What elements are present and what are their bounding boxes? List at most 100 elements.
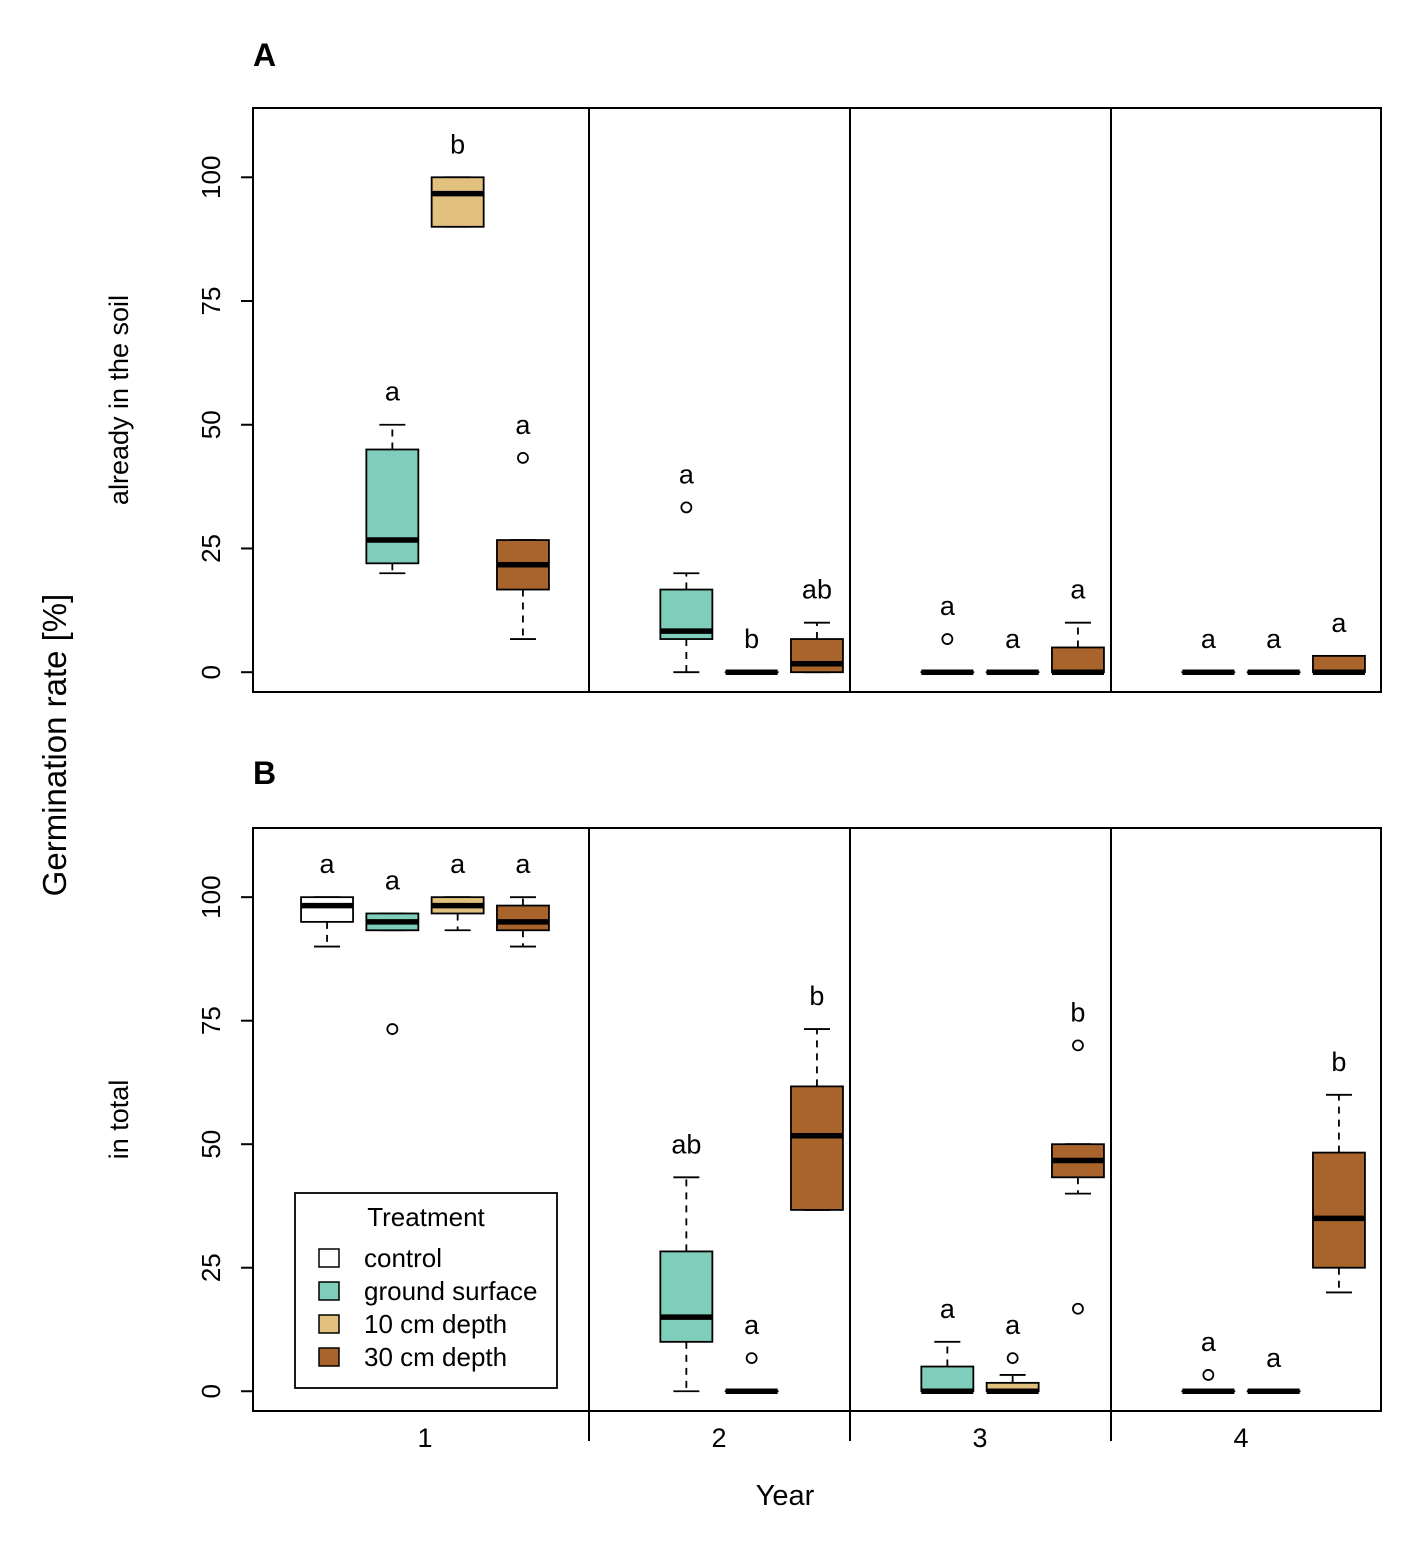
legend-title: Treatment [367, 1202, 485, 1232]
box-10-cm-depth-year-1: a [430, 849, 485, 932]
panel-label: A [253, 37, 276, 73]
significance-letter: a [1070, 575, 1086, 605]
figure-xlabel: Year [756, 1480, 815, 1512]
box-ground-surface-year-4: a [1181, 1327, 1236, 1394]
box-10-cm-depth-year-3: a [985, 1310, 1040, 1394]
x-tick-label: 2 [711, 1423, 726, 1453]
box-10-cm-depth-year-2: b [724, 624, 779, 675]
y-tick-label: 75 [196, 1006, 226, 1035]
significance-letter: a [1005, 624, 1021, 654]
significance-letter: b [1070, 997, 1085, 1027]
box-body [659, 1250, 714, 1343]
legend-swatch-control [318, 1248, 340, 1268]
outlier-point [745, 1352, 758, 1365]
box-body [1312, 1151, 1366, 1269]
box-body [496, 904, 550, 932]
y-tick-label: 0 [196, 665, 226, 679]
box-30-cm-depth-year-3: b [1051, 997, 1105, 1315]
box-ground-surface-year-3: a [920, 1294, 975, 1394]
box-ground-surface-year-1: a [365, 865, 420, 1035]
box-30-cm-depth-year-2: ab [790, 575, 844, 674]
y-tick-label: 50 [196, 410, 226, 439]
panel-ylabel: already in the soil [104, 295, 134, 505]
significance-letter: a [1266, 624, 1282, 654]
box-body [300, 896, 354, 923]
box-30-cm-depth-year-1: a [496, 410, 550, 640]
y-tick-label: 25 [196, 1253, 226, 1282]
significance-letter: a [1331, 608, 1347, 638]
legend-swatch-ground-surface [318, 1281, 340, 1301]
significance-letter: a [515, 410, 531, 440]
y-tick-label: 0 [196, 1384, 226, 1398]
legend-label-control: control [364, 1243, 442, 1273]
box-30-cm-depth-year-3: a [1051, 575, 1105, 675]
y-tick-label: 100 [196, 875, 226, 918]
significance-letter: a [385, 865, 401, 895]
legend-swatch-30-cm-depth [318, 1347, 340, 1367]
box-ground-surface-year-4: a [1181, 624, 1236, 675]
significance-letter: a [450, 849, 466, 879]
panel-label: B [253, 755, 276, 791]
significance-letter: b [1331, 1047, 1346, 1077]
box-10-cm-depth-year-3: a [985, 624, 1040, 675]
box-30-cm-depth-year-1: a [496, 849, 550, 948]
significance-letter: a [744, 1310, 760, 1340]
box-body [430, 176, 485, 228]
significance-letter: b [744, 624, 759, 654]
legend-label-ground-surface: ground surface [364, 1276, 537, 1306]
plot-frame [252, 827, 1382, 1412]
significance-letter: a [1201, 1327, 1217, 1357]
box-body [365, 448, 420, 565]
outlier-point [941, 633, 954, 645]
outlier-point [386, 1023, 399, 1035]
box-30-cm-depth-year-2: b [790, 981, 844, 1211]
box-body [920, 1365, 975, 1393]
y-tick-label: 25 [196, 534, 226, 563]
box-10-cm-depth-year-4: a [1246, 1343, 1301, 1394]
box-10-cm-depth-year-4: a [1246, 624, 1301, 675]
figure-ylabel: Germination rate [%] [36, 594, 73, 897]
significance-letter: a [940, 591, 956, 621]
significance-letter: ab [671, 1129, 701, 1159]
outlier-point [1202, 1369, 1215, 1381]
box-body [790, 1085, 844, 1211]
outlier-point [1072, 1039, 1084, 1052]
significance-letter: a [1201, 624, 1217, 654]
significance-letter: a [320, 849, 336, 879]
y-tick-label: 100 [196, 156, 226, 199]
box-ground-surface-year-3: a [920, 591, 975, 675]
significance-letter: ab [802, 575, 832, 605]
box-ground-surface-year-2: a [659, 459, 714, 674]
x-tick-label: 1 [417, 1423, 432, 1453]
box-ground-surface-year-1: a [365, 377, 420, 575]
outlier-point [1006, 1352, 1019, 1365]
y-tick-label: 75 [196, 287, 226, 316]
y-tick-label: 50 [196, 1130, 226, 1159]
plot-frame [252, 107, 1382, 693]
significance-letter: b [450, 129, 465, 159]
significance-letter: a [1266, 1343, 1282, 1373]
outlier-point [517, 452, 529, 464]
box-30-cm-depth-year-4: a [1312, 608, 1366, 675]
x-tick-label: 4 [1233, 1423, 1248, 1453]
significance-letter: a [1005, 1310, 1021, 1340]
significance-letter: a [940, 1294, 956, 1324]
significance-letter: a [385, 377, 401, 407]
box-10-cm-depth-year-2: a [724, 1310, 779, 1394]
box-control-year-1: a [300, 849, 354, 948]
legend-label-10-cm-depth: 10 cm depth [364, 1309, 507, 1339]
box-30-cm-depth-year-4: b [1312, 1047, 1366, 1294]
outlier-point [680, 501, 693, 514]
outlier-point [1072, 1302, 1084, 1315]
box-ground-surface-year-2: ab [659, 1129, 714, 1393]
significance-letter: a [679, 459, 695, 489]
significance-letter: a [515, 849, 531, 879]
legend-label-30-cm-depth: 30 cm depth [364, 1342, 507, 1372]
box-10-cm-depth-year-1: b [430, 129, 485, 228]
panel-ylabel: in total [104, 1080, 134, 1160]
x-tick-label: 3 [972, 1423, 987, 1453]
